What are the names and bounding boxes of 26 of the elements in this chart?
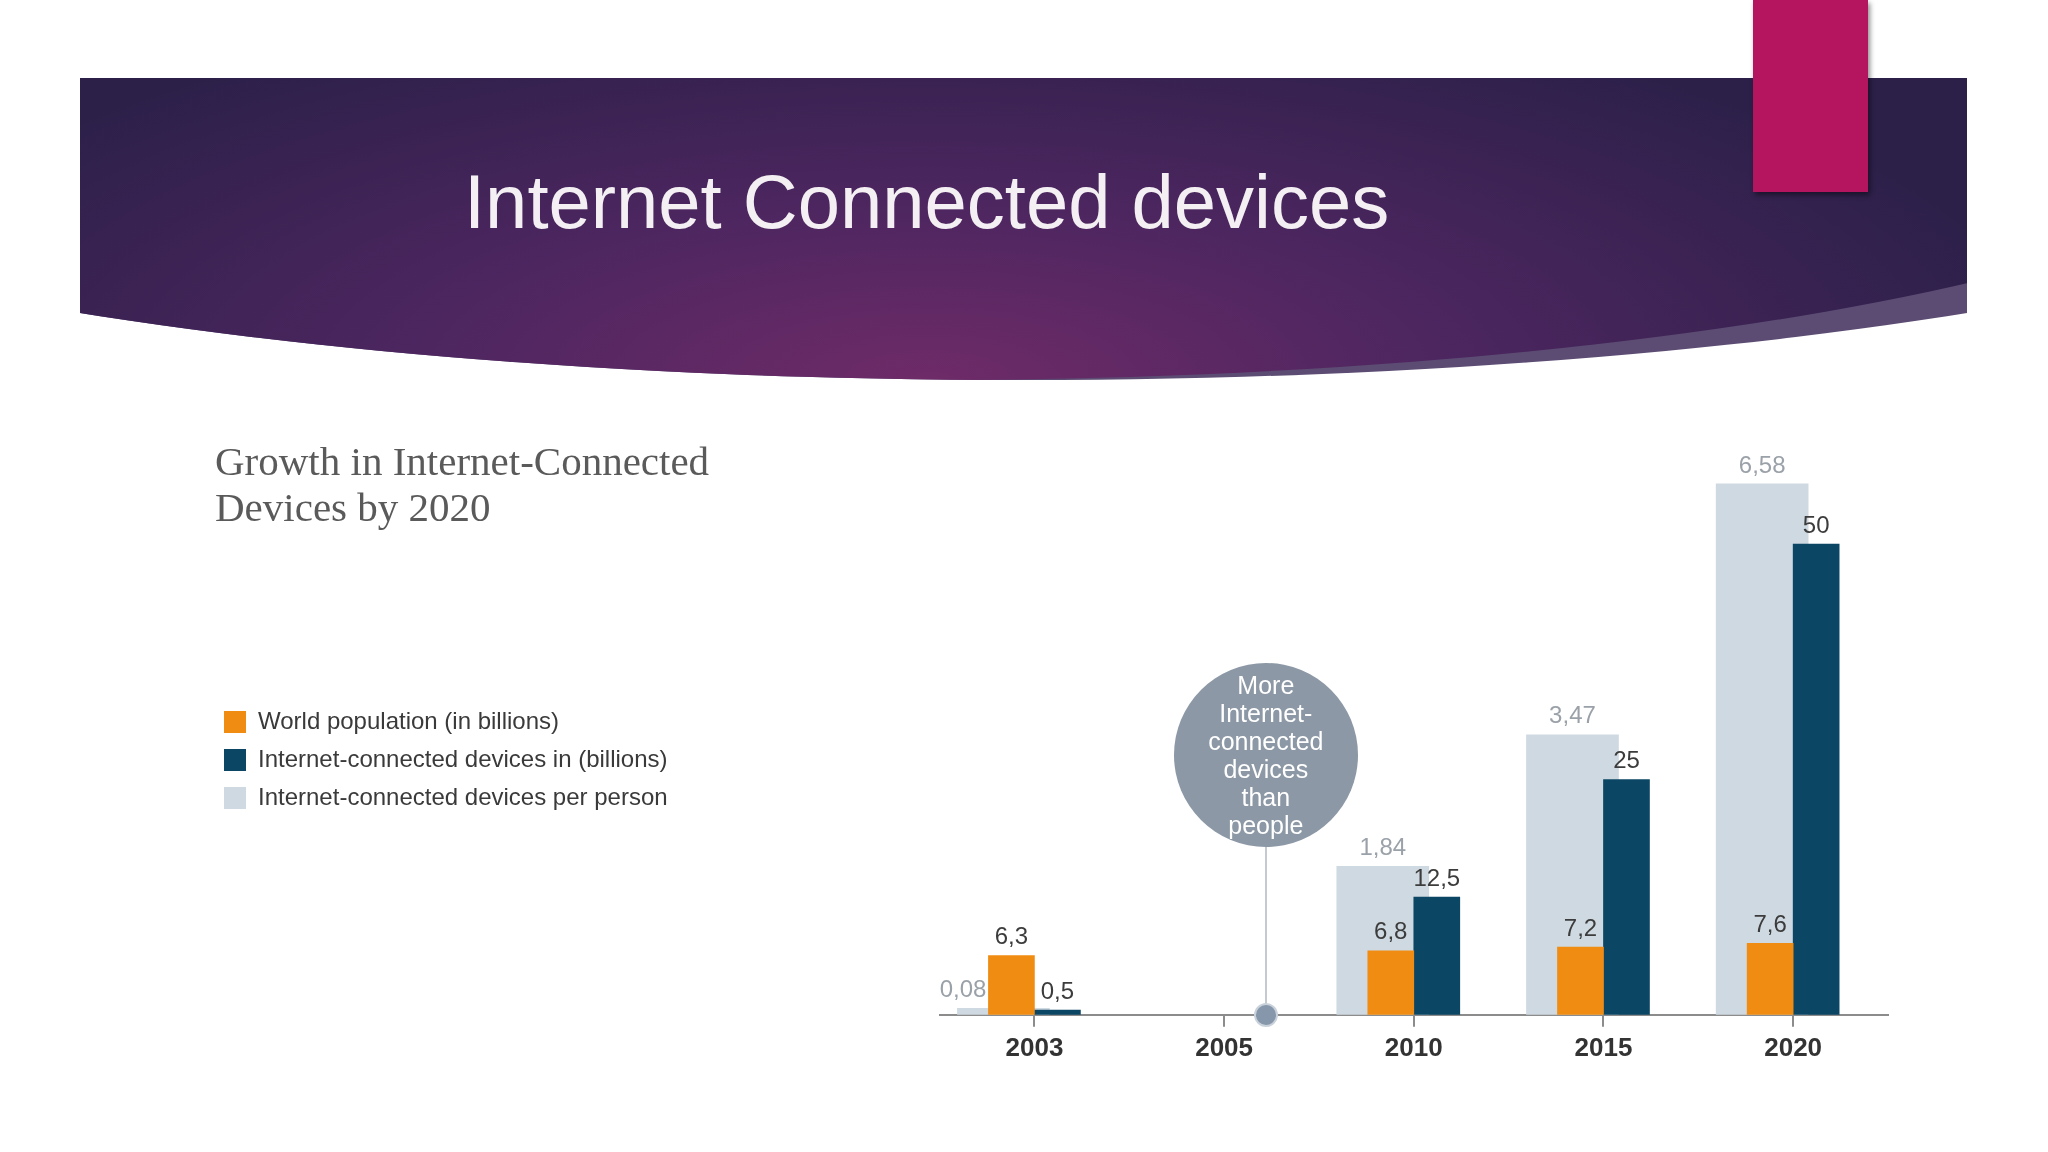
x-tick-label: 2015 <box>1574 1031 1633 1062</box>
data-label: 50 <box>1802 510 1830 538</box>
legend-label: World population (in billions) <box>258 706 560 734</box>
x-tick-label: 2005 <box>1195 1031 1254 1062</box>
bar <box>1557 946 1604 1015</box>
data-label: 25 <box>1613 746 1640 774</box>
legend-label: Internet-connected devices per person <box>258 782 668 810</box>
data-label: 12,5 <box>1413 863 1461 891</box>
annotation: More Internet-connected devices than people <box>1207 670 1325 839</box>
data-label: 6,58 <box>1738 450 1786 478</box>
x-tick-label: 2003 <box>1005 1031 1064 1062</box>
bar <box>1746 942 1794 1015</box>
x-tick-label: 2010 <box>1384 1031 1443 1062</box>
data-label: 7,6 <box>1753 909 1787 937</box>
bar <box>1367 950 1415 1015</box>
data-label: 0,5 <box>1040 976 1075 1004</box>
chart-title: Internet Connected devices <box>464 158 1390 246</box>
data-label: 6,3 <box>994 922 1029 950</box>
data-label: 3,47 <box>1549 701 1596 729</box>
data-label: 6,8 <box>1374 917 1408 945</box>
x-tick-label: 2020 <box>1764 1031 1823 1062</box>
legend-label: Internet-connected devices in (billions) <box>258 744 668 772</box>
data-label: 7,2 <box>1563 913 1598 941</box>
data-label: 1,84 <box>1359 832 1407 860</box>
data-label: 0,08 <box>939 974 987 1002</box>
text: Growth in Internet-Connected Devices by 2020 <box>215 438 711 530</box>
